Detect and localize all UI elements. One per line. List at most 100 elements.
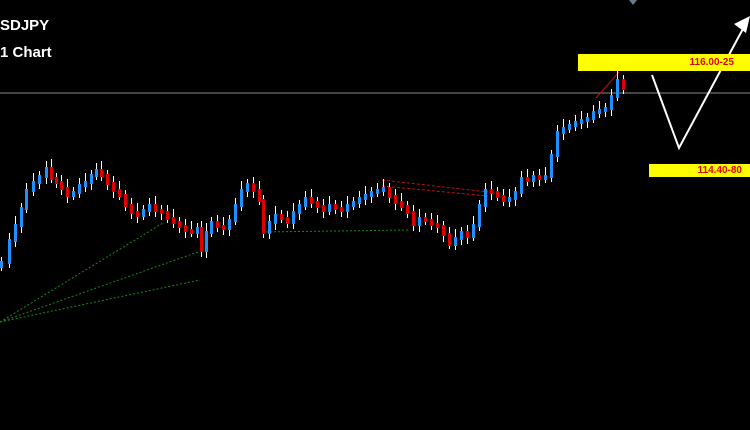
candle-body: [142, 209, 145, 217]
candle-body: [358, 197, 361, 204]
candle-body: [25, 189, 28, 210]
candle-body: [418, 217, 421, 226]
fan-line-2: [0, 251, 199, 323]
candle-body: [412, 211, 415, 226]
candle-body: [154, 204, 157, 212]
candle-body: [84, 181, 87, 187]
candle-body: [376, 189, 379, 194]
candle-body: [400, 201, 403, 208]
candle-body: [424, 217, 427, 222]
gann-fan-lines: [0, 222, 411, 323]
candle-body: [526, 177, 529, 182]
candle-body: [472, 224, 475, 238]
channel-line-3: [595, 71, 620, 99]
candle-body: [95, 169, 98, 177]
candle-body: [388, 187, 391, 198]
candle-body: [100, 169, 103, 177]
candle-body: [124, 194, 127, 207]
candle-body: [72, 191, 75, 197]
candle-body: [32, 181, 35, 192]
candle-body: [520, 177, 523, 194]
candle-body: [514, 191, 517, 200]
candle-body: [172, 217, 175, 224]
candle-body: [496, 191, 499, 198]
candle-body: [190, 229, 193, 234]
candle-body: [334, 204, 337, 210]
candle-body: [568, 124, 571, 130]
candle-body: [436, 223, 439, 228]
candle-body: [448, 233, 451, 246]
candle-body: [136, 211, 139, 217]
candle-body: [106, 174, 109, 185]
candle-body: [292, 211, 295, 224]
fan-line-3: [0, 279, 201, 323]
candle-body: [328, 204, 331, 212]
candle-body: [502, 195, 505, 202]
candle-body: [262, 199, 265, 234]
candle-body: [340, 207, 343, 212]
candle-body: [604, 107, 607, 112]
candle-body: [352, 201, 355, 207]
candle-body: [364, 194, 367, 200]
candle-body: [478, 204, 481, 227]
candle-body: [14, 224, 17, 242]
candle-body: [216, 221, 219, 228]
candle-body: [580, 119, 583, 124]
candle-body: [228, 219, 231, 230]
candle-body: [286, 217, 289, 224]
candle-body: [466, 231, 469, 238]
candle-body: [304, 197, 307, 207]
candlestick-series: [0, 71, 625, 271]
candle-body: [298, 204, 301, 214]
candle-body: [222, 225, 225, 230]
candle-body: [45, 167, 48, 178]
candle-body: [430, 219, 433, 226]
candle-body: [460, 231, 463, 240]
chart-timeframe-title: 1 Chart: [0, 44, 52, 61]
support-level-label: 114.40-80: [649, 164, 750, 177]
candle-body: [20, 207, 23, 227]
candle-body: [550, 154, 553, 178]
candle-body: [316, 201, 319, 208]
candle-body: [8, 239, 11, 264]
candle-body: [406, 205, 409, 214]
candle-body: [258, 189, 261, 202]
candle-body: [370, 191, 373, 197]
candle-body: [200, 227, 203, 252]
candle-body: [210, 221, 213, 234]
candle-body: [346, 204, 349, 212]
channel-line-2: [381, 185, 489, 197]
candle-body: [556, 131, 559, 157]
candle-body: [160, 209, 163, 214]
candle-body: [268, 221, 271, 234]
candle-body: [598, 109, 601, 114]
chart-symbol-title: SDJPY: [0, 17, 50, 34]
candle-body: [508, 197, 511, 202]
candle-body: [118, 189, 121, 197]
trend-channel-lines: [381, 71, 620, 197]
support-dashed-line: [261, 229, 411, 233]
candle-body: [586, 117, 589, 122]
candle-body: [130, 204, 133, 214]
candle-body: [616, 79, 619, 98]
candle-body: [252, 183, 255, 192]
fan-line-1: [0, 222, 164, 323]
resistance-level-label: 116.00-25: [578, 54, 750, 71]
candle-body: [50, 167, 53, 180]
candle-body: [78, 184, 81, 194]
candle-body: [178, 221, 181, 228]
candle-body: [38, 175, 41, 184]
candle-body: [538, 175, 541, 180]
candle-body: [246, 183, 249, 192]
candle-body: [442, 225, 445, 236]
candle-body: [55, 177, 58, 184]
candle-body: [382, 187, 385, 192]
candle-body: [148, 204, 151, 212]
projection-arrow-path: [651, 24, 746, 151]
candle-body: [610, 95, 613, 110]
candle-body: [490, 189, 493, 194]
candle-body: [166, 211, 169, 220]
candle-body: [184, 225, 187, 232]
